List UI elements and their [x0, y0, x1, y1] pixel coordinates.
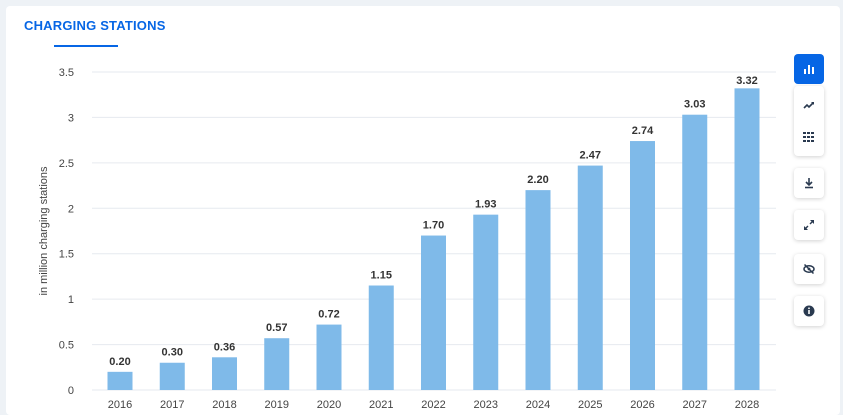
x-tick-label: 2017: [160, 399, 184, 411]
bar-chart-view-button[interactable]: [794, 54, 824, 84]
data-label: 2.74: [632, 125, 654, 137]
x-tick-label: 2027: [683, 399, 707, 411]
y-tick-label: 3: [68, 112, 74, 124]
y-tick-label: 1: [68, 294, 74, 306]
x-tick-label: 2025: [578, 399, 602, 411]
expand-icon: [804, 220, 814, 230]
download-icon: [805, 178, 813, 189]
y-tick-label: 1.5: [59, 249, 74, 261]
y-tick-label: 0.5: [59, 340, 74, 352]
fullscreen-button[interactable]: [794, 210, 824, 240]
data-label: 0.72: [318, 309, 339, 321]
hide-button[interactable]: [794, 254, 824, 284]
bar-2019[interactable]: [264, 338, 290, 390]
info-button[interactable]: [794, 296, 824, 326]
data-label: 3.03: [684, 99, 705, 111]
y-axis-ticks: 0 0.5 1 1.5 2 2.5 3 3.5: [59, 67, 74, 397]
x-axis-ticks: 2016 2017 2018 2019 2020 2021 2022 2023 2024 2025…: [108, 399, 759, 411]
data-label: 0.57: [266, 322, 287, 334]
x-tick-label: 2021: [369, 399, 393, 411]
hide-icon: [803, 264, 815, 274]
x-tick-label: 2022: [421, 399, 445, 411]
data-label: 0.20: [109, 356, 130, 368]
data-label: 0.36: [214, 341, 235, 353]
data-labels: 0.20 0.30 0.36 0.57 0.72 1.15 1.70 1.93 2.20 2.47…: [109, 75, 757, 368]
x-tick-label: 2020: [317, 399, 341, 411]
bar-2022[interactable]: [421, 235, 446, 390]
download-button[interactable]: [794, 168, 824, 198]
data-label: 1.70: [423, 220, 444, 232]
x-tick-label: 2024: [526, 399, 550, 411]
view-toggle-group: [794, 86, 824, 156]
bar-2025[interactable]: [577, 165, 603, 390]
x-tick-label: 2019: [265, 399, 289, 411]
data-label: 2.20: [527, 174, 548, 186]
bar-2016[interactable]: [107, 371, 133, 390]
x-tick-label: 2023: [474, 399, 498, 411]
y-axis-label: in million charging stations: [38, 166, 50, 296]
table-view-button[interactable]: [794, 122, 824, 152]
active-tab-indicator: [54, 45, 118, 47]
data-label: 3.32: [736, 75, 757, 87]
x-tick-label: 2028: [735, 399, 759, 411]
bar-2018[interactable]: [212, 357, 237, 390]
data-label: 0.30: [162, 347, 183, 359]
data-label: 1.93: [475, 199, 496, 211]
bars: [107, 88, 760, 391]
bar-2017[interactable]: [159, 362, 185, 390]
info-icon: [803, 305, 815, 317]
bar-2026[interactable]: [630, 141, 655, 390]
bar-2027[interactable]: [682, 114, 708, 391]
page-title[interactable]: CHARGING STATIONS: [24, 18, 166, 33]
bar-2023[interactable]: [473, 214, 499, 390]
bar-2024[interactable]: [525, 190, 551, 390]
x-tick-label: 2026: [630, 399, 654, 411]
bar-2021[interactable]: [368, 285, 394, 390]
x-tick-label: 2016: [108, 399, 132, 411]
bar-2028[interactable]: [734, 88, 760, 391]
y-tick-label: 2.5: [59, 158, 74, 170]
x-tick-label: 2018: [212, 399, 236, 411]
bar-2020[interactable]: [316, 324, 342, 390]
data-label: 1.15: [371, 270, 392, 282]
data-label: 2.47: [580, 150, 601, 162]
trend-line-icon: [803, 102, 814, 109]
y-tick-label: 3.5: [59, 67, 74, 79]
y-tick-label: 2: [68, 203, 74, 215]
y-tick-label: 0: [68, 385, 74, 397]
table-icon: [803, 132, 814, 142]
trend-view-button[interactable]: [794, 90, 824, 120]
bar-chart-icon: [804, 65, 814, 74]
